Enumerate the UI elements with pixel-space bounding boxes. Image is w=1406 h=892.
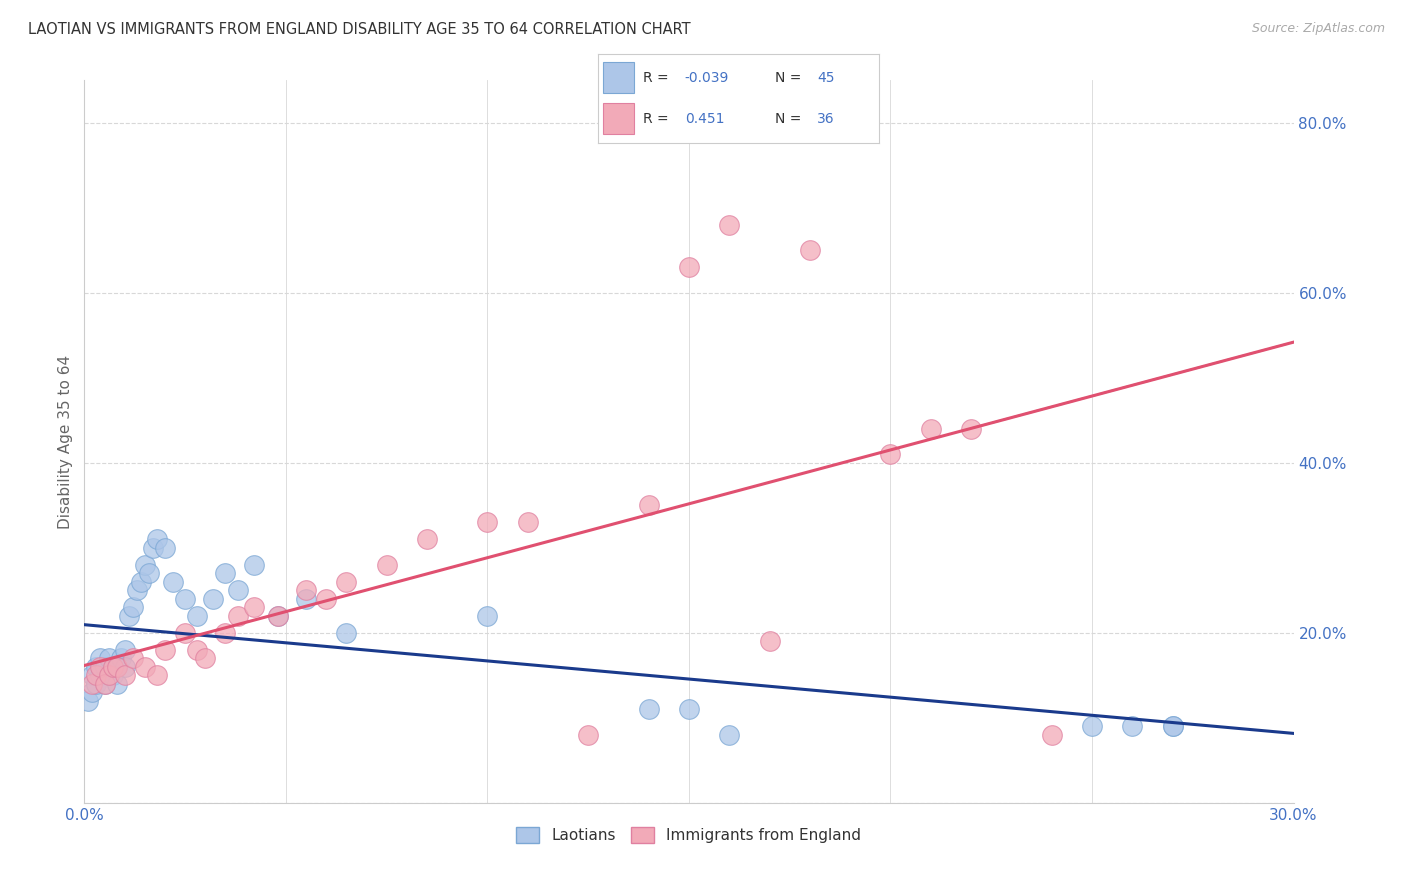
Text: LAOTIAN VS IMMIGRANTS FROM ENGLAND DISABILITY AGE 35 TO 64 CORRELATION CHART: LAOTIAN VS IMMIGRANTS FROM ENGLAND DISAB…: [28, 22, 690, 37]
Text: N =: N =: [775, 112, 806, 126]
Point: [214, 566, 236, 581]
Point: [226, 583, 249, 598]
Point: [576, 728, 599, 742]
Point: [82, 685, 104, 699]
Point: [202, 591, 225, 606]
Point: [121, 600, 143, 615]
Point: [186, 642, 208, 657]
Point: [134, 660, 156, 674]
Point: [335, 625, 357, 640]
Point: [82, 677, 104, 691]
Legend: Laotians, Immigrants from England: Laotians, Immigrants from England: [510, 822, 868, 849]
Point: [186, 608, 208, 623]
FancyBboxPatch shape: [603, 62, 634, 93]
Point: [134, 558, 156, 572]
Text: Source: ZipAtlas.com: Source: ZipAtlas.com: [1251, 22, 1385, 36]
Point: [86, 668, 108, 682]
Point: [153, 541, 176, 555]
Point: [375, 558, 398, 572]
Point: [637, 498, 659, 512]
Point: [129, 574, 152, 589]
Text: R =: R =: [643, 70, 672, 85]
Point: [97, 668, 120, 682]
Point: [146, 668, 169, 682]
Point: [125, 583, 148, 598]
Point: [121, 651, 143, 665]
Point: [105, 660, 128, 674]
Point: [315, 591, 337, 606]
Text: -0.039: -0.039: [685, 70, 730, 85]
Point: [295, 591, 318, 606]
Point: [105, 677, 128, 691]
Point: [214, 625, 236, 640]
Text: 36: 36: [817, 112, 835, 126]
Point: [138, 566, 160, 581]
Point: [335, 574, 357, 589]
Point: [146, 533, 169, 547]
Point: [153, 642, 176, 657]
Point: [89, 668, 111, 682]
Point: [1081, 719, 1104, 733]
Text: R =: R =: [643, 112, 672, 126]
Point: [477, 608, 499, 623]
FancyBboxPatch shape: [603, 103, 634, 134]
Point: [267, 608, 290, 623]
Point: [110, 651, 132, 665]
Point: [142, 541, 165, 555]
Point: [97, 651, 120, 665]
Point: [174, 591, 197, 606]
Point: [97, 668, 120, 682]
Point: [101, 660, 124, 674]
Point: [1161, 719, 1184, 733]
Text: 45: 45: [817, 70, 834, 85]
Point: [960, 422, 983, 436]
Point: [242, 600, 264, 615]
Point: [267, 608, 290, 623]
Point: [1040, 728, 1063, 742]
Point: [516, 516, 538, 530]
Point: [718, 728, 741, 742]
Point: [86, 660, 108, 674]
Point: [162, 574, 184, 589]
Point: [114, 642, 136, 657]
Text: N =: N =: [775, 70, 806, 85]
Point: [879, 447, 901, 461]
Point: [89, 651, 111, 665]
Point: [637, 702, 659, 716]
Point: [226, 608, 249, 623]
Point: [799, 244, 821, 258]
Point: [93, 677, 115, 691]
Point: [1161, 719, 1184, 733]
Point: [920, 422, 942, 436]
Point: [678, 702, 700, 716]
Point: [194, 651, 217, 665]
Text: 0.451: 0.451: [685, 112, 724, 126]
Point: [114, 660, 136, 674]
Point: [1121, 719, 1143, 733]
Point: [86, 677, 108, 691]
Y-axis label: Disability Age 35 to 64: Disability Age 35 to 64: [58, 354, 73, 529]
Point: [77, 694, 100, 708]
Point: [93, 660, 115, 674]
Point: [89, 660, 111, 674]
Point: [678, 260, 700, 275]
Point: [477, 516, 499, 530]
Point: [101, 660, 124, 674]
Point: [242, 558, 264, 572]
Point: [114, 668, 136, 682]
Point: [101, 668, 124, 682]
Point: [174, 625, 197, 640]
Point: [118, 608, 141, 623]
Point: [105, 660, 128, 674]
Point: [295, 583, 318, 598]
Point: [416, 533, 439, 547]
Point: [93, 677, 115, 691]
Point: [82, 668, 104, 682]
Point: [718, 218, 741, 232]
Point: [758, 634, 780, 648]
